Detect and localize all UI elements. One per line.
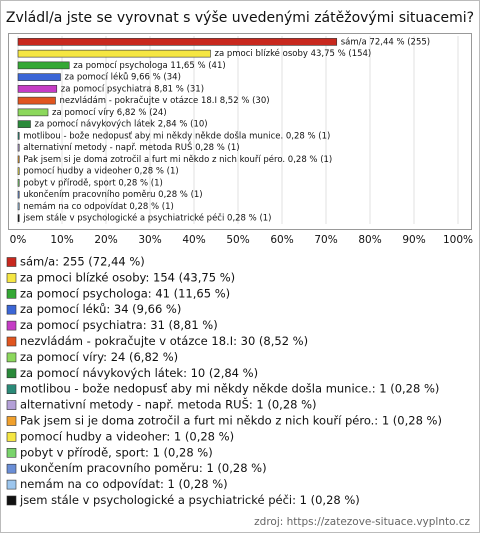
legend-label: pomocí hudby a videoher: 1 (0,28 %) <box>20 429 234 443</box>
legend-swatch <box>6 495 17 506</box>
x-tick-label: 0% <box>10 234 27 246</box>
bar-label: nemám na co odpovídat 0,28 % (1) <box>23 202 174 212</box>
x-tick-label: 80% <box>358 234 381 246</box>
legend-swatch <box>6 368 17 379</box>
bar <box>17 190 20 199</box>
bar-label: pomocí hudby a videoher 0,28 % (1) <box>23 167 179 177</box>
bar <box>17 214 20 222</box>
legend-label: sám/a: 255 (72,44 %) <box>20 255 145 269</box>
x-tick-label: 100% <box>443 234 473 246</box>
legend-label: nezvládám - pokračujte v otázce 18.I: 30… <box>20 334 308 348</box>
legend-swatch <box>6 400 17 410</box>
legend-swatch <box>6 416 17 426</box>
legend-swatch <box>6 257 17 267</box>
legend-label: nemám na co odpovídat: 1 (0,28 %) <box>20 477 228 491</box>
chart-title: Zvládl/a jste se vyrovnat s výše uvedený… <box>6 10 474 26</box>
legend-label: motlibou - bože nedopusť aby mi někdy ně… <box>20 382 439 396</box>
source: zdroj: https://zatezove-situace.vyplnto.… <box>254 516 470 528</box>
bar <box>17 179 20 187</box>
bar <box>17 108 49 117</box>
x-tick-label: 10% <box>50 234 73 246</box>
bar <box>17 49 211 58</box>
bar-label: alternativní metody - např. metoda RUŠ 0… <box>23 141 239 153</box>
legend-swatch <box>6 384 17 395</box>
legend-label: ukončením pracovního poměru: 1 (0,28 %) <box>20 461 267 475</box>
legend-label: za pmoci blízké osoby: 154 (43,75 %) <box>20 270 235 284</box>
bar <box>17 120 31 128</box>
bar-label: jsem stále v psychologické a psychiatric… <box>22 213 271 224</box>
bar-label: pobyt v přírodě, sport 0,28 % (1) <box>23 178 163 188</box>
legend-swatch <box>6 320 17 331</box>
bar <box>17 96 56 105</box>
bar-label: sám/a 72,44 % (255) <box>341 37 430 47</box>
legend-label: za pomocí léků: 34 (9,66 %) <box>20 302 181 316</box>
bar <box>17 61 70 70</box>
legend-swatch <box>6 288 17 299</box>
x-tick-label: 20% <box>94 234 117 246</box>
legend-label: za pomocí psychiatra: 31 (8,81 %) <box>20 318 218 332</box>
x-tick-label: 60% <box>270 234 293 246</box>
bar-label: nezvládám - pokračujte v otázce 18.I 8,5… <box>59 95 269 106</box>
bar-label: za pmoci blízké osoby 43,75 % (154) <box>215 48 372 59</box>
legend-label: Pak jsem si je doma zotročil a furt mi n… <box>20 414 442 428</box>
bar <box>17 143 20 152</box>
x-tick-label: 50% <box>226 234 249 246</box>
legend-swatch <box>6 432 17 442</box>
legend-label: alternativní metody - např. metoda RUŠ: … <box>20 397 317 412</box>
legend-label: jsem stále v psychologické a psychiatric… <box>19 493 360 507</box>
x-tick-label: 30% <box>138 234 161 246</box>
bar <box>17 38 338 46</box>
legend-label: za pomocí psychologa: 41 (11,65 %) <box>20 286 230 300</box>
legend-label: za pomocí víry: 24 (6,82 %) <box>20 350 178 364</box>
bar-label: za pomocí psychologa 11,65 % (41) <box>73 61 225 71</box>
legend-swatch <box>6 463 17 474</box>
legend-swatch <box>6 352 17 363</box>
bar <box>17 132 20 140</box>
x-tick-label: 40% <box>182 234 205 246</box>
legend-swatch <box>6 273 17 283</box>
bar <box>17 167 20 175</box>
bar-label: motlibou - bože nedopusť aby mi někdy ně… <box>23 130 330 141</box>
bar <box>17 155 20 164</box>
bar-label: za pomocí psychiatra 8,81 % (31) <box>61 84 204 94</box>
bar-label: za pomocí víry 6,82 % (24) <box>52 108 167 118</box>
legend-swatch <box>6 304 17 315</box>
bar-label: za pomocí léků 9,66 % (34) <box>65 72 181 83</box>
bar-label: Pak jsem si je doma zotročil a furt mi n… <box>23 154 332 165</box>
legend-swatch <box>6 479 17 490</box>
plot-frame <box>8 33 472 230</box>
legend-swatch <box>6 447 17 458</box>
x-tick-label: 90% <box>402 234 425 246</box>
bar-label: ukončením pracovního poměru 0,28 % (1) <box>23 189 202 200</box>
bar <box>17 202 20 211</box>
legend-label: pobyt v přírodě, sport: 1 (0,28 %) <box>20 445 213 459</box>
bar <box>17 85 58 93</box>
legend-label: za pomocí návykových látek: 10 (2,84 %) <box>20 366 258 380</box>
bar-label: za pomocí návykových látek 2,84 % (10) <box>34 120 207 130</box>
bar <box>17 73 61 81</box>
x-tick-label: 70% <box>314 234 337 246</box>
legend-swatch <box>6 336 17 347</box>
